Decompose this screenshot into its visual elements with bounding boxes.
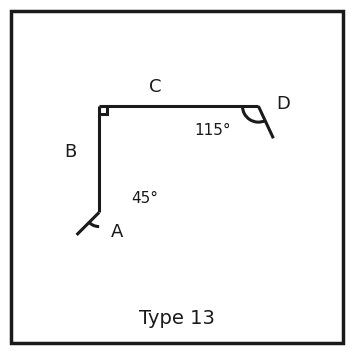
FancyBboxPatch shape [11,11,343,343]
Text: C: C [149,78,161,96]
Text: A: A [111,223,123,241]
Text: Type 13: Type 13 [139,309,215,328]
Text: 45°: 45° [131,191,158,206]
Text: D: D [276,96,290,113]
Text: 115°: 115° [194,124,231,138]
Text: B: B [65,143,77,161]
